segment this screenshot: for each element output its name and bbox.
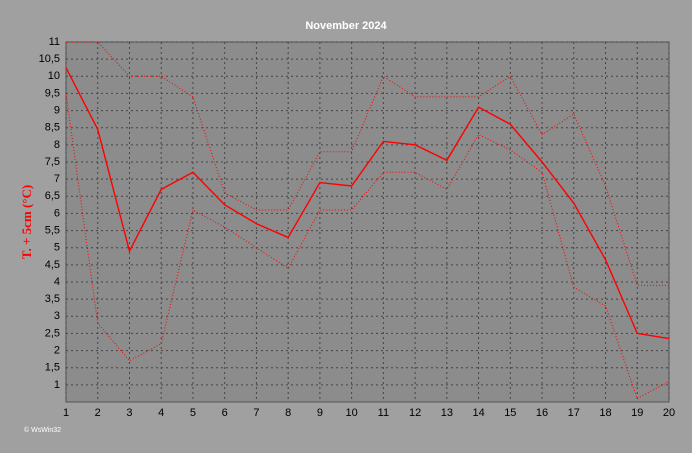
x-tick-label: 6 — [222, 407, 228, 419]
x-tick-label: 8 — [285, 407, 291, 419]
y-tick-label: 5,5 — [45, 224, 60, 236]
y-tick-label: 7 — [54, 173, 60, 185]
chart-title: November 2024 — [305, 20, 387, 32]
y-tick-label: 10,5 — [39, 53, 60, 65]
y-tick-label: 3,5 — [45, 293, 60, 305]
y-tick-label: 1,5 — [45, 362, 60, 374]
y-tick-label: 8,5 — [45, 122, 60, 134]
x-tick-label: 19 — [631, 407, 643, 419]
y-tick-label: 9 — [54, 104, 60, 116]
x-tick-label: 7 — [253, 407, 259, 419]
x-tick-label: 9 — [317, 407, 323, 419]
x-tick-label: 13 — [441, 407, 453, 419]
y-tick-label: 2 — [54, 344, 60, 356]
x-tick-label: 12 — [409, 407, 421, 419]
y-tick-label: 3 — [54, 310, 60, 322]
x-tick-label: 3 — [126, 407, 132, 419]
y-tick-label: 5 — [54, 242, 60, 254]
watermark: © WsWin32 — [24, 426, 61, 434]
x-tick-label: 16 — [536, 407, 548, 419]
x-tick-label: 15 — [504, 407, 516, 419]
y-tick-label: 7,5 — [45, 156, 60, 168]
x-tick-label: 1 — [63, 407, 69, 419]
y-tick-label: 4,5 — [45, 259, 60, 271]
line-series — [65, 67, 670, 340]
y-tick-label: 11 — [49, 36, 60, 48]
x-tick-label: 20 — [663, 407, 675, 419]
x-tick-label: 18 — [599, 407, 611, 419]
y-tick-label: 6 — [54, 207, 60, 219]
y-tick-label: 4 — [54, 276, 60, 288]
y-tick-label: 2,5 — [45, 327, 60, 339]
x-tick-label: 5 — [190, 407, 196, 419]
y-tick-label: 6,5 — [45, 190, 60, 202]
x-tick-label: 17 — [568, 407, 580, 419]
x-tick-label: 10 — [346, 407, 358, 419]
y-tick-label: 1 — [54, 379, 60, 391]
x-tick-label: 11 — [378, 407, 389, 419]
plot-area — [65, 41, 670, 403]
x-tick-label: 14 — [472, 407, 484, 419]
x-tick-label: 4 — [158, 407, 164, 419]
x-tick-label: 2 — [95, 407, 101, 419]
y-axis-label: T. + 5cm (°C) — [19, 185, 34, 259]
y-tick-label: 9,5 — [45, 87, 60, 99]
y-tick-label: 10 — [48, 70, 60, 82]
y-tick-label: 8 — [54, 139, 60, 151]
